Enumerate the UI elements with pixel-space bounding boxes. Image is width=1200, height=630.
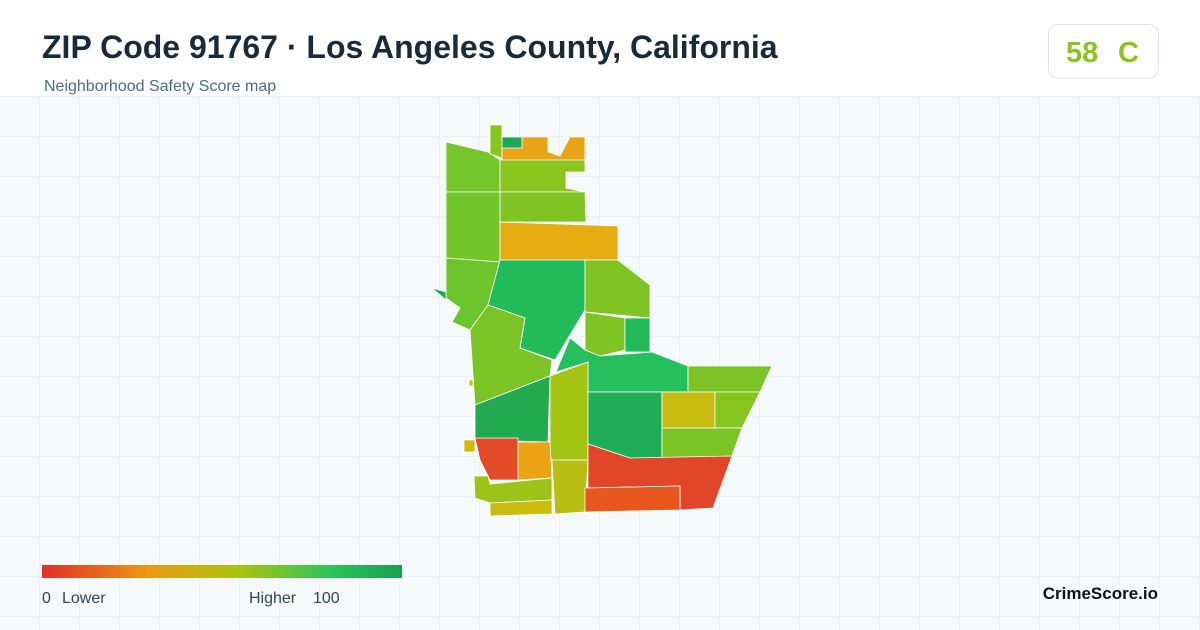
neighborhood	[489, 124, 503, 159]
title: ZIP Code 91767 · Los Angeles County, Cal…	[42, 29, 778, 65]
legend-max: 100	[313, 590, 340, 607]
neighborhood	[661, 427, 743, 459]
subtitle: Neighborhood Safety Score map	[44, 78, 276, 95]
neighborhood	[584, 311, 626, 357]
legend-max-label: Higher	[249, 590, 297, 607]
score-box	[1048, 24, 1159, 79]
neighborhood	[501, 136, 523, 149]
neighborhood	[584, 259, 651, 319]
neighborhood	[468, 379, 474, 387]
legend-bar	[42, 565, 402, 578]
legend-min: 0	[42, 590, 51, 607]
neighborhood	[499, 221, 619, 261]
neighborhood	[517, 441, 553, 481]
brand: CrimeScore.io	[1043, 584, 1158, 603]
neighborhood	[499, 191, 587, 223]
neighborhood	[463, 439, 476, 453]
neighborhood	[445, 191, 501, 263]
neighborhood	[661, 391, 716, 429]
neighborhood	[549, 361, 589, 461]
neighborhood	[624, 317, 651, 353]
score-value: 58	[1066, 37, 1098, 69]
zip-map	[431, 124, 773, 517]
neighborhood	[474, 437, 519, 481]
header-band	[0, 0, 1200, 96]
neighborhood	[687, 365, 773, 393]
neighborhood	[473, 475, 553, 504]
neighborhood	[489, 499, 553, 517]
neighborhood	[469, 304, 553, 406]
neighborhood	[431, 287, 447, 301]
neighborhood	[584, 485, 681, 513]
legend-min-label: Lower	[62, 590, 106, 607]
score-grade: C	[1118, 37, 1139, 69]
neighborhood	[551, 459, 589, 515]
